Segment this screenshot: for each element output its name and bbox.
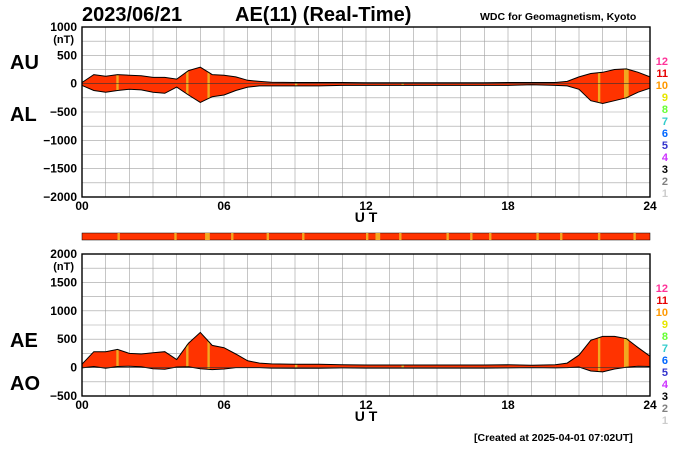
legend-entry-10: 10 <box>656 80 668 92</box>
station-band <box>597 72 601 103</box>
station-band <box>295 82 298 86</box>
plot-frame <box>81 253 651 397</box>
y-tick-label: 500 <box>57 332 77 346</box>
y-axis-unit: (nT) <box>53 34 74 46</box>
y-tick-label: 0 <box>70 77 77 91</box>
legend-entry-4: 4 <box>662 379 669 391</box>
legend-entry-12: 12 <box>656 283 668 295</box>
legend-entry-5: 5 <box>662 367 668 379</box>
y-tick-label: 1000 <box>50 20 77 34</box>
x-tick-label: 24 <box>643 398 657 412</box>
legend-entry-8: 8 <box>662 331 668 343</box>
status-segment <box>597 233 601 240</box>
date-title: 2023/06/21 <box>82 4 183 26</box>
legend-entry-3: 3 <box>662 391 668 403</box>
y-tick-label: 2000 <box>50 247 77 261</box>
station-band <box>295 364 298 369</box>
legend-entry-2: 2 <box>662 176 668 188</box>
legend-entry-6: 6 <box>662 128 668 140</box>
status-segment <box>266 233 269 240</box>
al-label: AL <box>10 104 37 126</box>
legend-entry-1: 1 <box>662 188 668 200</box>
plot-frame <box>81 26 651 198</box>
legend-entry-5: 5 <box>662 140 668 152</box>
status-segment <box>375 233 381 240</box>
series-line-al <box>81 84 651 105</box>
y-tick-label: −500 <box>50 105 77 119</box>
station-band <box>186 344 189 367</box>
station-band <box>597 337 601 372</box>
x-tick-label: 00 <box>75 398 89 412</box>
legend-entry-11: 11 <box>656 68 668 80</box>
legend-entry-8: 8 <box>662 104 668 116</box>
station-band <box>207 72 210 99</box>
x-tick-label: 06 <box>217 199 231 213</box>
legend-entry-11: 11 <box>656 295 668 307</box>
status-segment <box>536 233 539 240</box>
y-tick-label: 1500 <box>50 275 77 289</box>
station-band <box>623 338 629 368</box>
status-segment <box>302 233 305 240</box>
y-tick-label: 1000 <box>50 304 77 318</box>
series-line-ao <box>81 365 651 373</box>
x-tick-label: 12 <box>359 199 373 213</box>
institution-label: WDC for Geomagnetism, Kyoto <box>480 11 637 23</box>
legend-entry-7: 7 <box>662 343 668 355</box>
status-segment <box>633 233 636 240</box>
x-axis-label: U T <box>355 209 378 225</box>
y-tick-label: −1500 <box>43 162 77 176</box>
station-band <box>186 71 189 95</box>
status-segment <box>446 233 449 240</box>
station-band <box>401 365 404 369</box>
status-segment <box>489 233 492 240</box>
legend-entry-2: 2 <box>662 403 668 415</box>
legend-entry-10: 10 <box>656 307 668 319</box>
station-band <box>207 341 210 370</box>
legend-entry-4: 4 <box>662 152 669 164</box>
y-tick-label: −2000 <box>43 190 77 204</box>
legend-entry-12: 12 <box>656 56 668 68</box>
series-line-au <box>81 66 651 84</box>
au-label: AU <box>10 52 39 74</box>
x-tick-label: 00 <box>75 199 89 213</box>
legend-entry-3: 3 <box>662 164 668 176</box>
x-tick-label: 24 <box>643 199 657 213</box>
y-axis-unit: (nT) <box>53 261 74 273</box>
status-segment <box>560 233 563 240</box>
legend-entry-1: 1 <box>662 415 668 427</box>
status-segment <box>399 233 402 240</box>
x-tick-label: 06 <box>217 398 231 412</box>
y-tick-label: 0 <box>70 361 77 375</box>
x-tick-label: 18 <box>501 398 515 412</box>
x-tick-label: 12 <box>359 398 373 412</box>
legend-entry-9: 9 <box>662 319 668 331</box>
x-tick-label: 18 <box>501 199 515 213</box>
x-axis-label: U T <box>355 408 378 424</box>
y-tick-label: −1000 <box>43 133 77 147</box>
ae-label: AE <box>10 330 38 352</box>
station-band <box>116 349 119 367</box>
status-segment <box>231 233 234 240</box>
legend-entry-7: 7 <box>662 116 668 128</box>
status-segment <box>205 233 210 240</box>
status-segment <box>117 233 120 240</box>
ao-label: AO <box>10 373 40 395</box>
y-tick-label: 500 <box>57 48 77 62</box>
status-segment <box>366 233 369 240</box>
station-band <box>116 74 119 91</box>
status-segment <box>470 233 473 240</box>
station-band <box>401 82 404 86</box>
y-tick-label: −500 <box>50 389 77 403</box>
series-line-ae <box>81 331 651 366</box>
created-timestamp: [Created at 2025-04-01 07:02UT] <box>474 432 633 444</box>
status-segment <box>174 233 177 240</box>
legend-entry-6: 6 <box>662 355 668 367</box>
legend-entry-9: 9 <box>662 92 668 104</box>
area-fill-ae <box>82 332 650 372</box>
chart-title: AE(11) (Real-Time) <box>235 4 412 26</box>
